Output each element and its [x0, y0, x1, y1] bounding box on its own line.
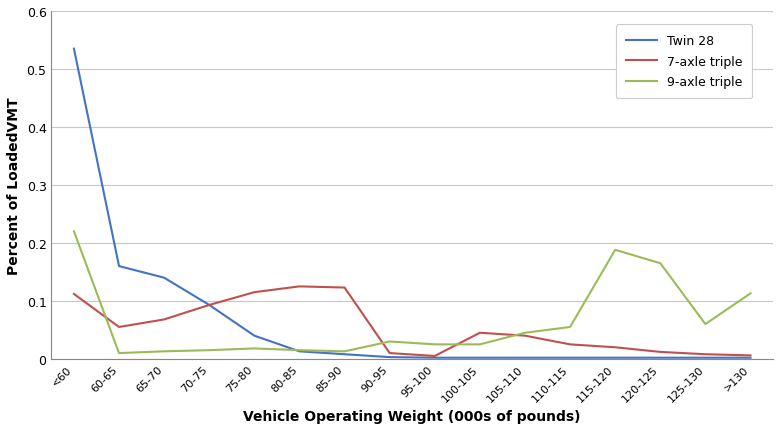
- Twin 28: [746, 355, 755, 360]
- Line: 9-axle triple: 9-axle triple: [74, 232, 750, 353]
- X-axis label: Vehicle Operating Weight (000s of pounds): Vehicle Operating Weight (000s of pounds…: [243, 409, 581, 423]
- Twin 28: [656, 355, 665, 360]
- 7-axle triple: [204, 303, 214, 308]
- 9-axle triple: [656, 261, 665, 266]
- 7-axle triple: [295, 284, 304, 289]
- 9-axle triple: [69, 229, 79, 234]
- 9-axle triple: [430, 342, 439, 347]
- 9-axle triple: [204, 348, 214, 353]
- 9-axle triple: [340, 349, 349, 354]
- 7-axle triple: [475, 330, 484, 335]
- Y-axis label: Percent of LoadedVMT: Percent of LoadedVMT: [7, 97, 21, 274]
- Twin 28: [340, 352, 349, 357]
- 7-axle triple: [566, 342, 575, 347]
- 7-axle triple: [611, 345, 620, 350]
- 9-axle triple: [250, 346, 259, 351]
- 7-axle triple: [746, 353, 755, 358]
- 7-axle triple: [159, 317, 168, 322]
- 9-axle triple: [611, 248, 620, 253]
- 9-axle triple: [385, 339, 395, 344]
- Legend: Twin 28, 7-axle triple, 9-axle triple: Twin 28, 7-axle triple, 9-axle triple: [615, 25, 753, 99]
- Line: 7-axle triple: 7-axle triple: [74, 287, 750, 356]
- Twin 28: [566, 355, 575, 360]
- 7-axle triple: [69, 292, 79, 297]
- Twin 28: [115, 264, 124, 269]
- 7-axle triple: [520, 333, 530, 338]
- Twin 28: [295, 349, 304, 354]
- 9-axle triple: [475, 342, 484, 347]
- Twin 28: [430, 355, 439, 360]
- Twin 28: [475, 355, 484, 360]
- 7-axle triple: [430, 353, 439, 359]
- Twin 28: [69, 47, 79, 52]
- 7-axle triple: [656, 350, 665, 355]
- Line: Twin 28: Twin 28: [74, 49, 750, 358]
- 9-axle triple: [700, 322, 710, 327]
- 9-axle triple: [295, 348, 304, 353]
- 9-axle triple: [520, 330, 530, 335]
- 7-axle triple: [115, 325, 124, 330]
- 7-axle triple: [385, 350, 395, 356]
- 7-axle triple: [340, 285, 349, 290]
- 7-axle triple: [700, 352, 710, 357]
- Twin 28: [159, 276, 168, 281]
- Twin 28: [204, 303, 214, 308]
- 9-axle triple: [746, 291, 755, 296]
- Twin 28: [520, 355, 530, 360]
- 9-axle triple: [566, 325, 575, 330]
- Twin 28: [700, 355, 710, 360]
- Twin 28: [611, 355, 620, 360]
- 9-axle triple: [115, 350, 124, 356]
- Twin 28: [250, 333, 259, 338]
- 9-axle triple: [159, 349, 168, 354]
- 7-axle triple: [250, 290, 259, 295]
- Twin 28: [385, 355, 395, 360]
